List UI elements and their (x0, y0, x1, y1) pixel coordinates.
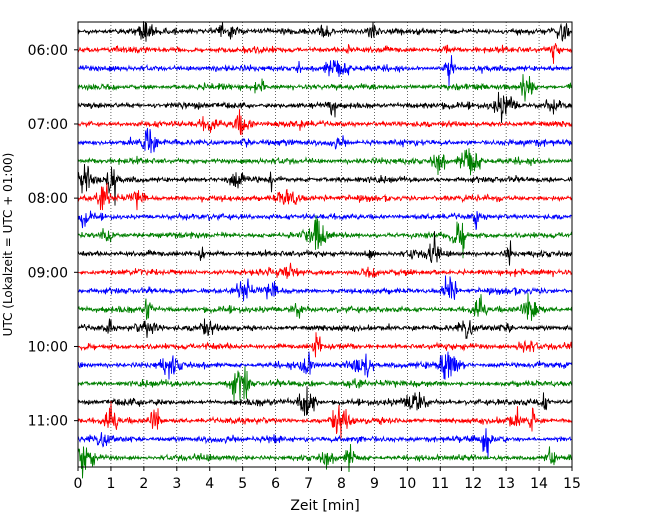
y-tick-label: 09:00 (28, 265, 68, 281)
trace-row (77, 401, 572, 439)
x-axis: 0 1 2 3 4 5 6 7 8 9 10 11 12 13 14 15 (74, 467, 581, 492)
x-tick-label: 3 (172, 476, 181, 492)
trace-row (77, 215, 573, 259)
x-tick-label: 8 (337, 476, 346, 492)
trace-row (77, 262, 573, 279)
x-tick-label: 0 (74, 476, 83, 492)
trace-row (77, 148, 573, 176)
x-tick-label: 9 (370, 476, 379, 492)
trace-row (77, 109, 573, 136)
trace-row (77, 332, 573, 358)
x-tick-label: 5 (238, 476, 247, 492)
plot-frame (77, 21, 573, 468)
trace-row (77, 43, 573, 64)
y-tick-label: 08:00 (28, 191, 68, 207)
trace-row (77, 210, 573, 231)
trace-layer (77, 21, 573, 479)
y-axis-label: UTC (Lokalzeit = UTC + 01:00) (1, 153, 15, 337)
trace-row (77, 231, 573, 266)
trace-row (77, 428, 573, 459)
x-tick-label: 14 (530, 476, 548, 492)
x-axis-label: Zeit [min] (290, 498, 359, 514)
trace-row (77, 318, 573, 340)
x-tick-label: 10 (398, 476, 416, 492)
x-tick-label: 7 (304, 476, 313, 492)
trace-row (77, 366, 573, 402)
trace-row (77, 386, 573, 416)
y-tick-label: 06:00 (28, 43, 68, 59)
trace-row (77, 127, 573, 154)
x-tick-label: 6 (271, 476, 280, 492)
trace-row (77, 55, 573, 87)
trace-row (77, 443, 573, 479)
y-axis: 06:00 07:00 08:00 09:00 10:00 11:00 (28, 43, 78, 430)
y-tick-label: 11:00 (28, 414, 68, 430)
grid-layer (110, 22, 540, 467)
x-tick-label: 12 (464, 476, 482, 492)
trace-row (77, 183, 573, 211)
x-tick-label: 11 (431, 476, 449, 492)
trace-row (77, 351, 573, 380)
trace-row (77, 163, 573, 206)
trace-row (77, 293, 573, 321)
y-tick-label: 10:00 (28, 339, 68, 355)
y-tick-label: 07:00 (28, 117, 68, 133)
trace-row (77, 91, 573, 123)
x-tick-label: 4 (205, 476, 214, 492)
x-tick-label: 2 (139, 476, 148, 492)
trace-row (77, 74, 573, 102)
trace-row (77, 21, 573, 42)
x-tick-label: 15 (563, 476, 581, 492)
trace-row (77, 275, 573, 302)
x-tick-label: 13 (497, 476, 515, 492)
x-tick-label: 1 (106, 476, 115, 492)
